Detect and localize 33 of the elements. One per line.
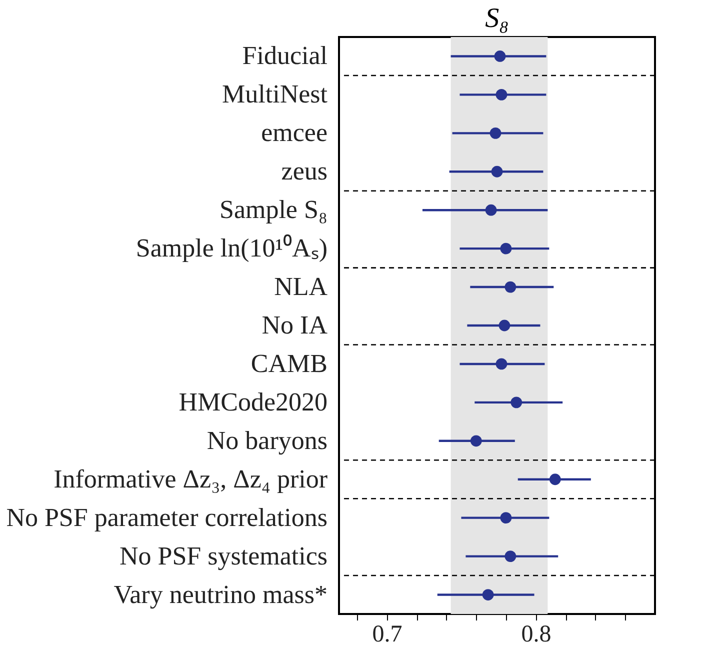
point [496, 89, 508, 100]
y-tick-label: HMCode2020 [178, 387, 328, 416]
point [496, 358, 508, 370]
point [490, 127, 502, 139]
point [485, 204, 497, 216]
x-tick-label: 0.7 [372, 622, 402, 647]
point [494, 50, 506, 62]
y-tick-label: Sample S₈ [219, 195, 328, 224]
y-tick-label: Fiducial [242, 41, 328, 70]
point [500, 512, 512, 524]
y-tick-label: MultiNest [222, 80, 328, 109]
y-tick-label: No baryons [206, 426, 328, 455]
point [491, 166, 503, 178]
y-tick-label: CAMB [250, 348, 328, 378]
y-tick-label: Sample ln(10¹⁰Aₛ) [136, 234, 328, 263]
point [500, 242, 512, 254]
chart-title: S₈ [485, 3, 509, 34]
point [549, 474, 561, 486]
y-tick-label: zeus [281, 156, 328, 186]
y-tick-label: Informative Δz₃, Δz₄ prior [54, 464, 328, 494]
y-tick-label: No PSF systematics [119, 541, 328, 570]
point [498, 320, 510, 332]
y-tick-label: No IA [262, 310, 328, 340]
point [470, 435, 482, 447]
y-tick-label: emcee [261, 118, 328, 148]
point [510, 396, 522, 408]
point [482, 589, 494, 600]
x-tick-label: 0.8 [521, 622, 552, 647]
y-tick-label: Vary neutrino mass* [114, 580, 328, 609]
y-tick-label: No PSF parameter correlations [6, 502, 328, 532]
point [504, 281, 516, 293]
point [504, 550, 516, 562]
y-tick-label: NLA [274, 272, 328, 302]
